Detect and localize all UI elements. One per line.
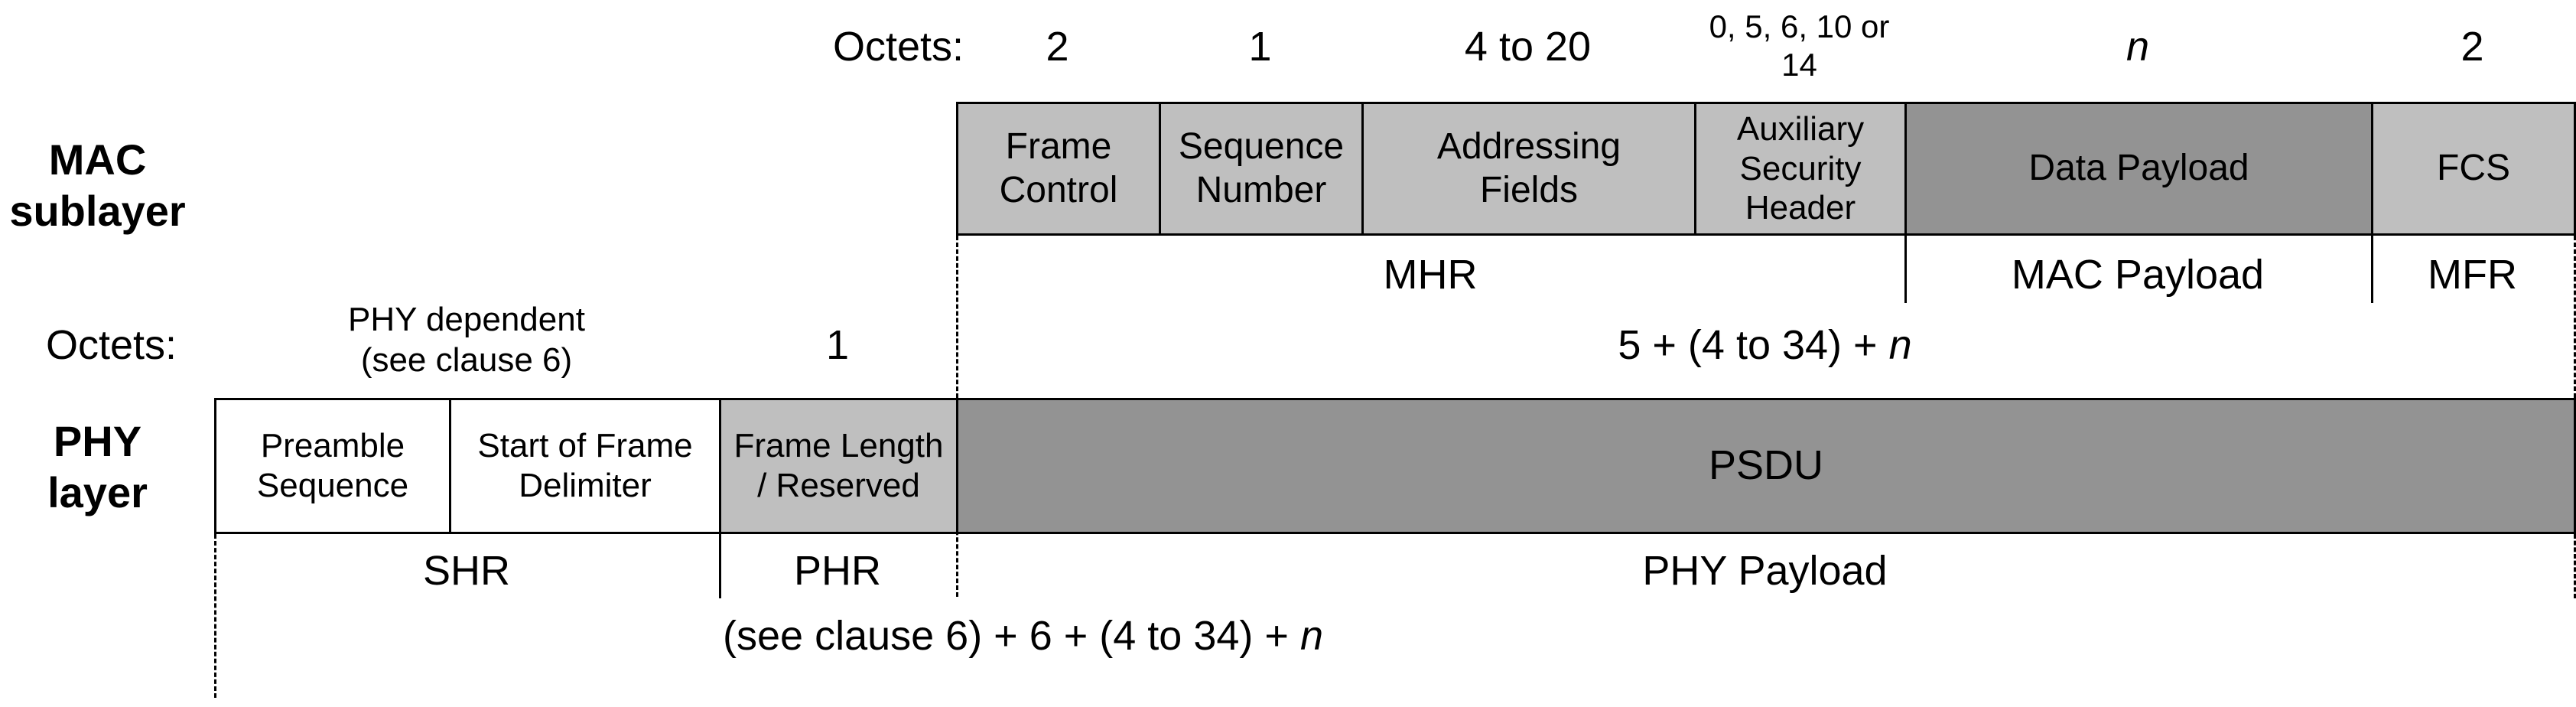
mhr-mac-payload-divider xyxy=(1904,236,1907,303)
phy-octets-psdu-n: n xyxy=(1888,322,1912,368)
fcs-field: FCS xyxy=(2371,102,2576,236)
data-payload-field: Data Payload xyxy=(1904,102,2373,236)
mac-octets-label: Octets: xyxy=(832,24,964,70)
phy-left-dashed-divider xyxy=(214,534,216,698)
frame-control-field: Frame Control xyxy=(956,102,1161,236)
phy-payload-label: PHY Payload xyxy=(1642,548,1888,594)
preamble-sequence-field: Preamble Sequence xyxy=(214,398,451,534)
mac-payload-label: MAC Payload xyxy=(2011,252,2265,298)
mac-right-dashed-divider xyxy=(2574,236,2576,398)
shr-label: SHR xyxy=(422,548,510,594)
sequence-number-field: Sequence Number xyxy=(1159,102,1364,236)
phy-octets-label: Octets: xyxy=(46,322,177,368)
phy-octets-psdu-expression: 5 + (4 to 34) + xyxy=(1618,322,1889,368)
mac-sublayer-label: MAC sublayer xyxy=(9,135,186,236)
psdu-field: PSDU xyxy=(956,398,2576,534)
mac-octets-addressing: 4 to 20 xyxy=(1464,24,1592,70)
mac-octets-frame-control: 2 xyxy=(1046,24,1069,70)
mac-octets-payload: n xyxy=(2126,24,2150,70)
mac-octets-sequence-number: 1 xyxy=(1248,24,1272,70)
phy-total-n: n xyxy=(1299,613,1323,659)
mfr-label: MFR xyxy=(2428,252,2517,298)
phy-total-length: (see clause 6) + 6 + (4 to 34) + n xyxy=(214,612,1832,660)
phy-right-dashed-divider xyxy=(2574,534,2576,598)
auxiliary-security-header-field: Auxiliary Security Header xyxy=(1694,102,1907,236)
phy-octets-shr: PHY dependent (see clause 6) xyxy=(348,301,585,379)
addressing-fields-field: Addressing Fields xyxy=(1361,102,1696,236)
phy-layer-label: PHY layer xyxy=(47,417,148,517)
mac-octets-aux-security: 0, 5, 6, 10 or 14 xyxy=(1709,8,1890,83)
phy-octets-phr: 1 xyxy=(825,322,850,368)
mac-octets-fcs: 2 xyxy=(2461,24,2484,70)
shr-phr-divider xyxy=(719,534,721,598)
phr-label: PHR xyxy=(793,548,881,594)
phy-total-expression: (see clause 6) + 6 + (4 to 34) + xyxy=(723,613,1300,659)
mac-payload-mfr-divider xyxy=(2371,236,2373,303)
frame-length-reserved-field: Frame Length / Reserved xyxy=(719,398,958,534)
start-of-frame-delimiter-field: Start of Frame Delimiter xyxy=(449,398,721,534)
phy-octets-psdu: 5 + (4 to 34) + n xyxy=(956,321,2574,369)
mhr-label: MHR xyxy=(1383,252,1478,298)
